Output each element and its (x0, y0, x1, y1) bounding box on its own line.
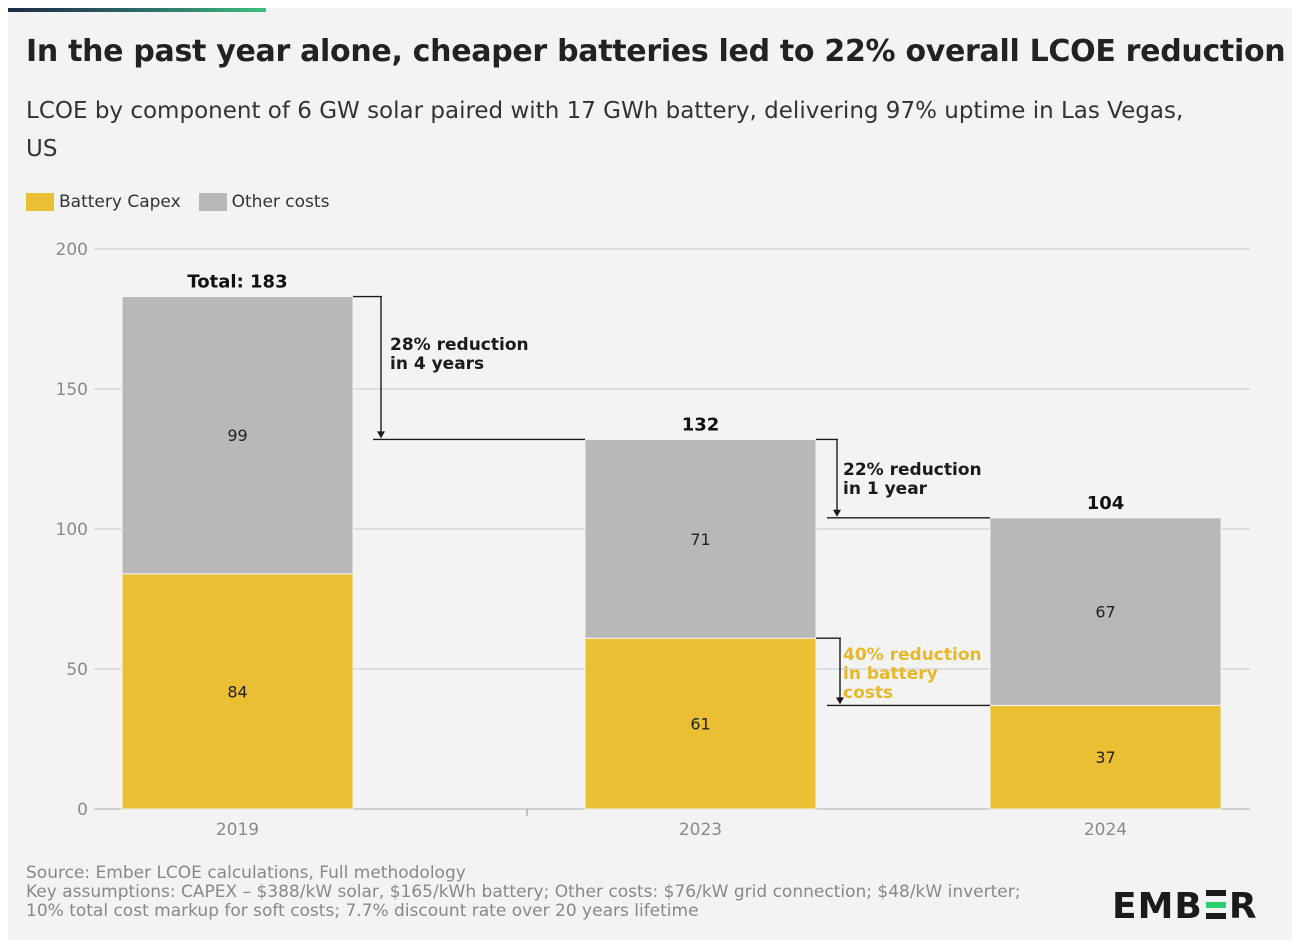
x-tick-label-2023: 2023 (679, 820, 722, 840)
footer-notes: Source: Ember LCOE calculations, Full me… (26, 864, 1046, 921)
x-tick-label-2024: 2024 (1084, 820, 1127, 840)
total-label-2023: 132 (682, 414, 720, 435)
ember-logo: EMB R (1112, 886, 1258, 927)
y-tick-label-200: 200 (56, 240, 88, 260)
bar-value-label-2024-battery-capex: 37 (1095, 748, 1115, 767)
annotation-0-text: 28% reduction in 4 years (390, 335, 529, 374)
chart-subtitle: LCOE by component of 6 GW solar paired w… (26, 98, 1184, 162)
bar-value-label-2023-battery-capex: 61 (690, 715, 710, 734)
chart-card: In the past year alone, cheaper batterie… (8, 8, 1292, 940)
accent-bar (8, 8, 266, 12)
y-tick-label-100: 100 (56, 520, 88, 540)
bar-2024-other-costs (989, 517, 1222, 706)
chart-title: In the past year alone, cheaper batterie… (26, 34, 1286, 69)
annotation-2-arrow-head (836, 697, 844, 705)
bar-value-label-2019-other-costs: 99 (227, 426, 247, 445)
annotation-1-arrow-head (833, 509, 841, 517)
assumptions-note: Key assumptions: CAPEX – $388/kW solar, … (26, 882, 1021, 921)
legend-item-other-costs: Other costs (198, 192, 330, 212)
stacked-bar-chart: 0 50 100 150 200 84 99 Total: 183 2019 61 71 132 202… (56, 240, 1250, 840)
bar-2023-other-costs (584, 438, 817, 639)
annotation-1-text: 22% reduction in 1 year (843, 460, 982, 499)
bar-2019-battery-capex (121, 573, 354, 810)
legend-item-battery-capex: Battery Capex (26, 192, 181, 212)
annotation-2-text: 40% reduction in battery costs (843, 645, 982, 703)
y-tick-label-150: 150 (56, 380, 88, 400)
y-tick-label-50: 50 (66, 660, 88, 680)
bar-2024-battery-capex (989, 704, 1222, 810)
total-label-2019: Total: 183 (187, 272, 287, 293)
annotation-0-arrow-head (377, 431, 385, 439)
bar-2019-other-costs (121, 296, 354, 575)
legend: Battery Capex Other costs (26, 192, 347, 212)
legend-swatch-other-costs (198, 193, 227, 211)
y-tick-label-0: 0 (77, 800, 88, 820)
bar-value-label-2019-battery-capex: 84 (227, 682, 247, 701)
x-tick-label-2019: 2019 (216, 820, 259, 840)
ember-e-mark-icon (1205, 890, 1226, 919)
legend-swatch-battery-capex (26, 193, 54, 211)
bar-2023-battery-capex (584, 637, 817, 810)
bar-value-label-2024-other-costs: 67 (1095, 603, 1115, 622)
legend-label-other-costs: Other costs (231, 192, 330, 212)
legend-label-battery-capex: Battery Capex (59, 192, 181, 212)
bar-value-label-2023-other-costs: 71 (690, 530, 710, 549)
total-label-2024: 104 (1087, 493, 1125, 514)
source-note: Source: Ember LCOE calculations, Full me… (26, 863, 466, 883)
